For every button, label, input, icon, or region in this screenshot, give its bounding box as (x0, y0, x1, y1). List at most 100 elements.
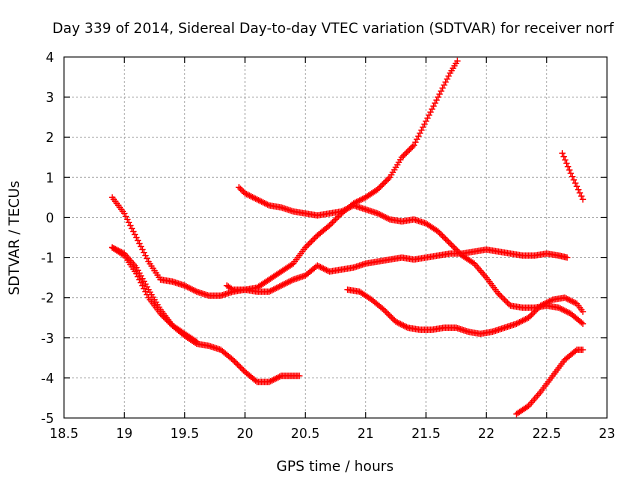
data-point (288, 277, 295, 284)
data-point (258, 198, 265, 205)
data-point (410, 142, 418, 149)
data-point (246, 192, 253, 199)
data-point (308, 238, 315, 245)
data-point (398, 154, 406, 161)
data-point (265, 378, 273, 386)
data-point (137, 243, 145, 250)
data-point (143, 255, 151, 262)
data-point (273, 374, 280, 382)
series-track-g (513, 346, 587, 418)
data-point (137, 279, 145, 286)
data-point (284, 279, 291, 286)
data-point (445, 72, 452, 80)
y-tick-label: 2 (46, 131, 54, 146)
data-point (572, 179, 579, 187)
data-point (259, 199, 267, 206)
data-point (252, 195, 259, 202)
data-point (452, 246, 460, 253)
data-point (317, 263, 324, 271)
data-point (321, 266, 329, 273)
data-point (125, 219, 133, 226)
data-point (442, 235, 449, 243)
data-point (382, 178, 389, 186)
data-point (455, 249, 463, 256)
x-tick-label: 22.5 (532, 427, 561, 442)
data-point (439, 84, 446, 92)
data-point (400, 152, 407, 159)
data-point (137, 272, 145, 280)
data-point (250, 194, 258, 202)
x-tick-label: 21.5 (412, 427, 441, 442)
data-point (430, 102, 437, 110)
data-point (235, 362, 243, 370)
y-tick-label: -2 (41, 292, 54, 307)
data-point (116, 248, 124, 255)
data-point (385, 215, 392, 222)
data-point (403, 323, 410, 331)
x-axis-label: GPS time / hours (276, 459, 393, 475)
data-point (403, 149, 410, 156)
data-point (446, 240, 454, 247)
data-point (537, 302, 544, 309)
data-point (228, 355, 235, 362)
data-point (332, 216, 339, 223)
data-point (395, 320, 403, 327)
data-point (412, 139, 419, 146)
data-point (309, 236, 317, 244)
data-point (448, 241, 455, 249)
data-point (579, 346, 587, 354)
data-point (563, 254, 571, 261)
data-point (329, 219, 336, 226)
data-point (454, 57, 461, 65)
data-point (282, 280, 289, 287)
data-point (118, 248, 125, 256)
data-point (434, 93, 442, 101)
series-track-c (109, 244, 200, 345)
data-point (113, 246, 120, 253)
data-point (383, 309, 390, 316)
data-point (579, 308, 587, 315)
data-point (397, 320, 404, 328)
data-point (422, 117, 430, 125)
data-point (182, 283, 190, 290)
data-point (528, 311, 535, 318)
data-point (323, 266, 330, 274)
data-point (278, 282, 285, 289)
data-point (306, 239, 314, 247)
data-point (383, 177, 390, 184)
y-tick-label: -3 (41, 332, 54, 347)
data-point (380, 306, 387, 313)
data-point (185, 284, 193, 292)
data-point (327, 220, 335, 228)
data-point (192, 287, 199, 295)
data-point (110, 245, 117, 252)
data-point (569, 173, 576, 180)
data-point (133, 264, 140, 271)
data-point (566, 296, 573, 304)
data-point (573, 183, 581, 190)
data-point (425, 111, 433, 119)
data-point (288, 261, 295, 268)
data-point (502, 297, 510, 305)
x-tick-label: 18.5 (50, 427, 79, 442)
data-point (561, 156, 569, 164)
data-point (376, 210, 383, 218)
data-point (344, 205, 351, 212)
data-point (264, 201, 271, 208)
data-point (434, 228, 442, 235)
chart-title: Day 339 of 2014, Sidereal Day-to-day VTE… (52, 21, 614, 37)
data-point (421, 120, 428, 128)
data-point (139, 246, 146, 253)
data-point (136, 269, 143, 277)
data-point (559, 150, 566, 157)
series-track-e (235, 184, 587, 327)
data-point (382, 308, 389, 315)
data-point (566, 166, 573, 174)
data-point (143, 283, 151, 291)
data-point (238, 365, 246, 373)
data-point (560, 306, 567, 314)
data-point (572, 347, 579, 355)
data-point (578, 192, 585, 200)
data-point (265, 288, 273, 295)
